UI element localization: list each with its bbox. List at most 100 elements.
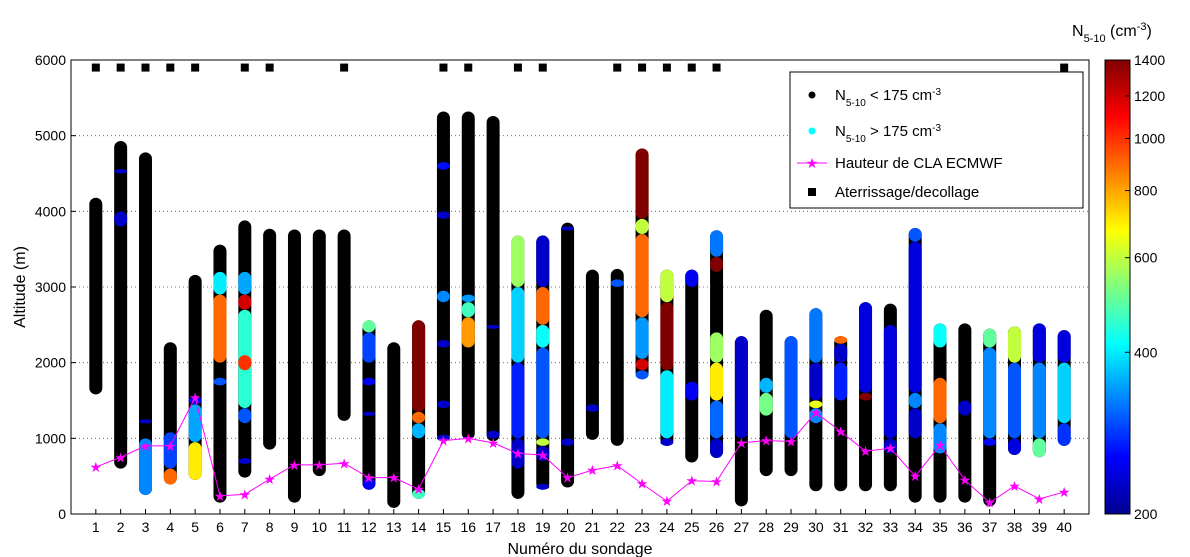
- profile-segment-23: [635, 358, 649, 371]
- profile-segment-34: [908, 241, 922, 393]
- pbl-star-marker: ★: [387, 471, 400, 487]
- pbl-series: ★ ★ ★ ★ ★ ★ ★ ★ ★ ★ ★ ★ ★ ★ ★ ★ ★ ★ ★ ★ ★ ★ ★ ★ ★ ★ ★ ★ ★ ★ ★ ★ ★ ★ ★ ★ ★ ★ ★ ★: [90, 390, 1071, 511]
- pbl-star-marker: ★: [785, 434, 798, 450]
- profile-segment-35: [933, 323, 947, 348]
- landing-marker: [340, 63, 349, 72]
- x-tick-label: 10: [312, 519, 328, 535]
- pbl-star-marker: ★: [90, 460, 103, 476]
- profile-segment-7: [238, 271, 252, 295]
- landing-marker: [638, 63, 647, 72]
- profile-segment-26: [710, 362, 724, 401]
- colorbar-tick-label: 1200: [1134, 88, 1165, 104]
- pbl-star-marker: ★: [934, 438, 947, 454]
- pbl-star-marker: ★: [661, 494, 674, 510]
- pbl-star-marker: ★: [959, 473, 972, 489]
- profile-segment-2: [114, 211, 128, 227]
- x-tick-label: 39: [1032, 519, 1048, 535]
- profile-segment-19: [536, 483, 550, 490]
- profile-segment-36: [958, 400, 972, 416]
- profile-segment-16: [461, 317, 475, 348]
- profile-segment-17: [486, 324, 500, 329]
- x-tick-label: 19: [535, 519, 551, 535]
- y-tick-label: 3000: [35, 279, 66, 295]
- x-tick-label: 13: [386, 519, 402, 535]
- pbl-star-marker: ★: [363, 471, 376, 487]
- colorbar: 200 400 600 800 1000 1200 1400 N5-10 (cm-3): [1072, 21, 1165, 522]
- x-tick-label: 2: [117, 519, 125, 535]
- profile-segment-15: [436, 339, 450, 348]
- profile-segment-5: [188, 442, 202, 480]
- legend-marker-low: [808, 91, 816, 99]
- pbl-star-marker: ★: [139, 439, 152, 455]
- pbl-star-marker: ★: [288, 458, 301, 474]
- profile-segment-40: [1057, 423, 1071, 446]
- profile-segment-40: [1057, 330, 1071, 363]
- profile-segment-23: [635, 234, 649, 318]
- x-tick-label: 11: [337, 519, 352, 535]
- pbl-star-marker: ★: [487, 436, 500, 452]
- profile-black-8: [263, 228, 277, 450]
- profile-bars: [89, 111, 1071, 508]
- legend-box: [789, 71, 1084, 209]
- x-tick-label: 27: [734, 519, 750, 535]
- profile-segment-15: [436, 211, 450, 219]
- colorbar-title: N5-10 (cm-3): [1072, 21, 1152, 45]
- y-tick-label: 0: [58, 506, 66, 522]
- x-tick-label: 5: [191, 519, 199, 535]
- landing-marker: [1060, 63, 1069, 72]
- profile-segment-33: [883, 438, 897, 454]
- legend-label-pbl: Hauteur de CLA ECMWF: [835, 155, 1003, 172]
- y-tick-label: 1000: [35, 430, 66, 446]
- profile-black-17: [486, 115, 500, 442]
- pbl-star-marker: ★: [164, 439, 177, 455]
- y-axis-ticks: 0 1000 2000 3000 4000 5000 6000: [35, 52, 76, 522]
- profile-segment-23: [635, 317, 649, 359]
- profile-segment-12: [362, 411, 376, 416]
- profile-segment-23: [635, 148, 649, 219]
- profile-segment-5: [188, 396, 202, 405]
- profile-segment-39: [1032, 323, 1046, 363]
- pbl-star-marker: ★: [636, 477, 649, 493]
- profile-segment-23: [635, 218, 649, 235]
- profile-segment-30: [809, 308, 823, 363]
- y-tick-label: 4000: [35, 203, 66, 219]
- pbl-star-marker: ★: [1033, 492, 1046, 508]
- profile-segment-23: [635, 370, 649, 380]
- profile-segment-19: [536, 347, 550, 439]
- profile-segment-15: [436, 162, 450, 170]
- profile-black-16: [461, 111, 475, 440]
- landing-marker: [712, 63, 721, 72]
- profile-segment-15: [436, 290, 450, 303]
- profile-segment-37: [983, 328, 997, 348]
- profile-black-21: [585, 269, 599, 440]
- profile-segment-26: [710, 400, 724, 439]
- colorbar-tick-label: 400: [1134, 344, 1158, 360]
- profile-segment-15: [436, 400, 450, 409]
- legend-marker-high: [808, 127, 816, 135]
- profile-segment-18: [511, 287, 525, 363]
- profile-segment-19: [536, 324, 550, 348]
- profile-segment-22: [610, 279, 624, 287]
- profile-segment-12: [362, 377, 376, 386]
- profile-segment-16: [461, 294, 475, 303]
- landing-marker: [687, 63, 696, 72]
- landing-marker: [116, 63, 125, 72]
- colorbar-ticks: 200 400 600 800 1000 1200 1400: [1125, 52, 1165, 522]
- pbl-star-marker: ★: [685, 474, 698, 490]
- landing-marker: [166, 63, 175, 72]
- profile-segment-27: [734, 336, 748, 439]
- profile-segment-33: [883, 324, 897, 439]
- x-tick-label: 38: [1007, 519, 1023, 535]
- x-tick-label: 12: [361, 519, 377, 535]
- profile-segment-17: [486, 430, 500, 439]
- pbl-star-marker: ★: [189, 390, 202, 406]
- landing-marker: [141, 63, 150, 72]
- x-tick-label: 29: [783, 519, 799, 535]
- landing-marker: [513, 63, 522, 72]
- profile-segment-37: [983, 438, 997, 446]
- x-tick-label: 3: [142, 519, 150, 535]
- y-tick-label: 6000: [35, 52, 66, 68]
- profile-segment-12: [362, 332, 376, 363]
- y-tick-label: 5000: [35, 128, 66, 144]
- colorbar-tick-label: 600: [1134, 250, 1158, 266]
